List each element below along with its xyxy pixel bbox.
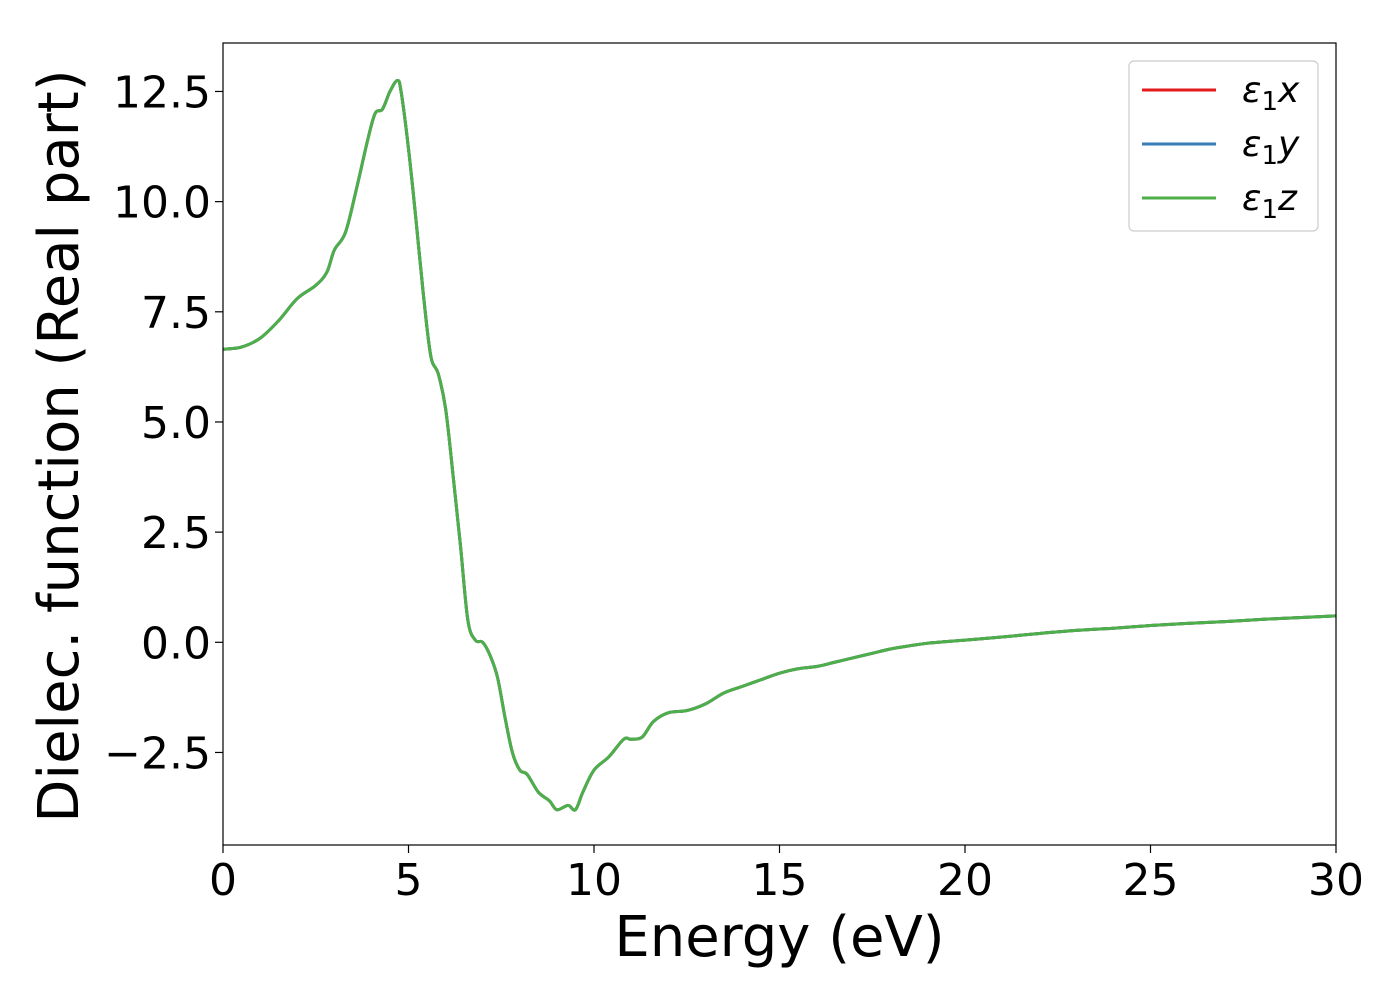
x-axis-label: Energy (eV) xyxy=(614,905,944,970)
x-axis-ticks: 0 5 10 15 20 25 30 xyxy=(209,845,1364,906)
x-tick-label: 30 xyxy=(1308,855,1364,906)
legend-label: ε1y xyxy=(1242,124,1300,171)
x-tick-label: 15 xyxy=(752,855,808,906)
y-tick-label: 10.0 xyxy=(113,178,211,229)
legend-label: ε1z xyxy=(1242,178,1298,225)
y-axis-label: Dielec. function (Real part) xyxy=(27,69,92,822)
legend-label: ε1x xyxy=(1242,70,1300,117)
x-tick-label: 0 xyxy=(209,855,237,906)
y-tick-label: 5.0 xyxy=(141,398,211,449)
y-tick-label: −2.5 xyxy=(104,728,211,779)
series-line-3 xyxy=(222,78,1337,812)
legend: ε1x ε1y ε1z xyxy=(1128,60,1319,232)
y-axis-ticks: −2.5 0.0 2.5 5.0 7.5 10.0 12.5 xyxy=(104,67,223,779)
x-tick-label: 10 xyxy=(566,855,622,906)
series-layer xyxy=(222,78,1337,812)
y-tick-label: 12.5 xyxy=(113,67,211,118)
y-tick-label: 7.5 xyxy=(141,288,211,339)
x-tick-label: 25 xyxy=(1123,855,1179,906)
x-tick-label: 20 xyxy=(937,855,993,906)
x-tick-label: 5 xyxy=(395,855,423,906)
y-tick-label: 2.5 xyxy=(141,508,211,559)
y-tick-label: 0.0 xyxy=(141,618,211,669)
legend-box xyxy=(1128,60,1319,232)
